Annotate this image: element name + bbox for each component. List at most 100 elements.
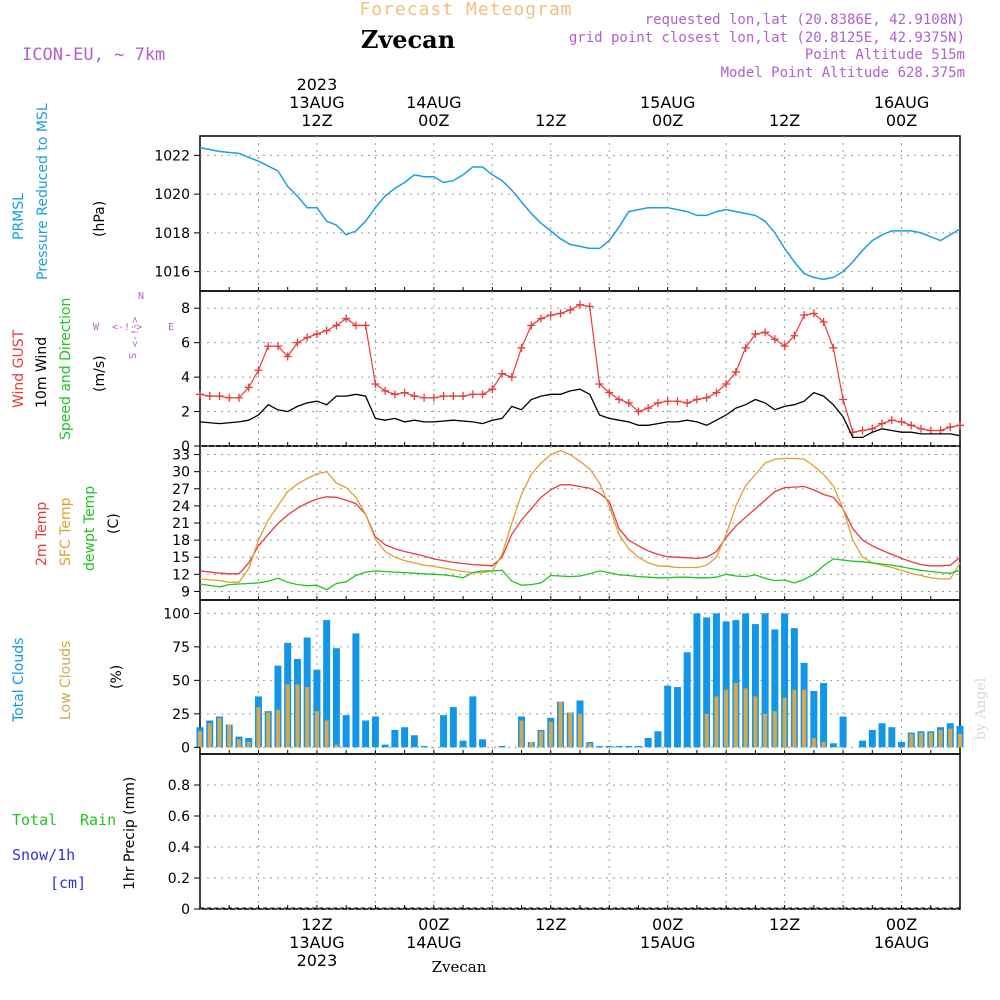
gust-point <box>439 392 448 401</box>
gust-point <box>303 333 312 342</box>
compass-n: N <box>138 291 144 302</box>
pressure-labels: PRMSL Pressure Reduced to MSL (hPa) <box>11 103 108 280</box>
low-cloud-bar <box>529 741 534 748</box>
gust-point <box>196 390 204 399</box>
temp-ytick-label: 9 <box>181 584 190 600</box>
plot-layers <box>196 146 964 909</box>
watermark: by Angel <box>973 677 989 740</box>
bottom-time-label: 16AUG <box>874 933 929 952</box>
precip-ytick-label: 0.4 <box>168 840 190 856</box>
gust-point <box>234 393 243 402</box>
total-cloud-bar <box>323 620 331 748</box>
prmsl-label: PRMSL <box>11 193 27 240</box>
total-cloud-bar <box>332 648 340 748</box>
wind-ytick-label: 2 <box>181 405 190 421</box>
gust-point <box>624 398 633 407</box>
gust-point <box>712 388 721 397</box>
low-cloud-bar <box>772 711 777 748</box>
total-cloud-bar <box>878 723 886 748</box>
pressure-ytick-label: 1016 <box>154 265 190 281</box>
low-cloud-bar <box>217 717 222 748</box>
gust-point <box>527 321 536 330</box>
total-cloud-bar <box>722 621 730 748</box>
total-cloud-bar <box>790 628 798 748</box>
low-cloud-bar <box>266 712 271 748</box>
total-clouds-label: Total Clouds <box>11 638 27 723</box>
gust-point <box>283 352 292 361</box>
total-cloud-bar <box>859 740 867 748</box>
gust-point <box>420 393 429 402</box>
gust-point <box>312 330 321 339</box>
gust-point <box>546 311 555 320</box>
top-time-label: 12Z <box>535 111 566 130</box>
low-cloud-bar <box>743 688 748 748</box>
gust-point <box>215 392 224 401</box>
low-cloud-bar <box>539 731 544 748</box>
gust-point <box>868 424 877 433</box>
gust-label: Wind GUST <box>11 329 27 408</box>
precip-ytick-label: 0.6 <box>168 809 190 825</box>
total-cloud-bar <box>771 629 779 748</box>
total-cloud-bar <box>459 740 467 748</box>
requested-coords: requested lon,lat (20.8386E, 42.9108N) <box>645 12 965 28</box>
temp-ytick-label: 30 <box>172 465 190 481</box>
total-cloud-bar <box>391 729 399 748</box>
low-cloud-bar <box>782 697 787 748</box>
compass-rose-icon: N S W E <-!-> <-!-> <box>93 291 174 359</box>
total-label: Total <box>12 811 57 829</box>
svg-text:<-!->: <-!-> <box>130 317 141 347</box>
precip-frame <box>199 753 961 910</box>
gust-point <box>498 369 507 378</box>
gust-point <box>829 343 838 352</box>
pressure-ytick-label: 1022 <box>154 148 190 164</box>
clouds-ytick-label: 25 <box>172 707 190 723</box>
low-cloud-bar <box>295 684 300 748</box>
gust-point <box>400 388 409 397</box>
total-cloud-bar <box>605 745 613 748</box>
total-cloud-bar <box>440 715 448 748</box>
gust-point <box>614 395 623 404</box>
bottom-time-label: 00Z <box>886 915 917 934</box>
clouds-ytick-label: 50 <box>172 673 190 689</box>
total-cloud-bar <box>683 652 691 748</box>
bottom-time-label: 12Z <box>301 915 332 934</box>
gust-point <box>692 395 701 404</box>
temp-ytick-label: 21 <box>172 516 190 532</box>
low-cloud-bar <box>548 721 553 748</box>
low-cloud-bar <box>928 732 933 748</box>
t2m-label: 2m Temp <box>34 502 50 566</box>
top-time-label: 16AUG <box>874 93 929 112</box>
gust-point <box>332 321 341 330</box>
low-cloud-bar <box>198 731 202 748</box>
gust-point <box>585 302 594 311</box>
gust-point <box>264 342 273 351</box>
wind-label: 10m Wind <box>34 337 50 408</box>
low-cloud-bar <box>948 728 953 748</box>
total-cloud-bar <box>820 683 828 748</box>
total-cloud-bar <box>810 691 818 748</box>
total-cloud-bar <box>469 696 477 748</box>
total-cloud-bar <box>703 617 711 748</box>
low-cloud-bar <box>227 724 232 748</box>
total-cloud-bar <box>839 716 847 748</box>
clouds-ytick-label: 75 <box>172 640 190 656</box>
low-cloud-bar <box>568 712 573 748</box>
bottom-time-label: 12Z <box>535 915 566 934</box>
low-cloud-bar <box>802 689 807 748</box>
clouds-ytick-label: 0 <box>181 740 190 756</box>
gust-point <box>205 392 214 401</box>
low-cloud-bar <box>578 713 582 748</box>
gust-point <box>673 397 682 406</box>
total-cloud-bar <box>888 727 896 748</box>
cloud-labels: Total Clouds Low Clouds (%) <box>11 638 125 723</box>
dew-label: dewpt Temp <box>82 486 98 571</box>
gust-point <box>371 380 380 388</box>
total-cloud-bar <box>868 729 876 748</box>
total-cloud-bar <box>761 613 769 748</box>
gust-point <box>225 393 234 402</box>
gust-point <box>653 398 662 407</box>
low-cloud-bar <box>733 683 738 748</box>
top-time-label: 15AUG <box>640 93 695 112</box>
wind-line <box>199 388 961 439</box>
cloud-unit: (%) <box>109 665 125 689</box>
